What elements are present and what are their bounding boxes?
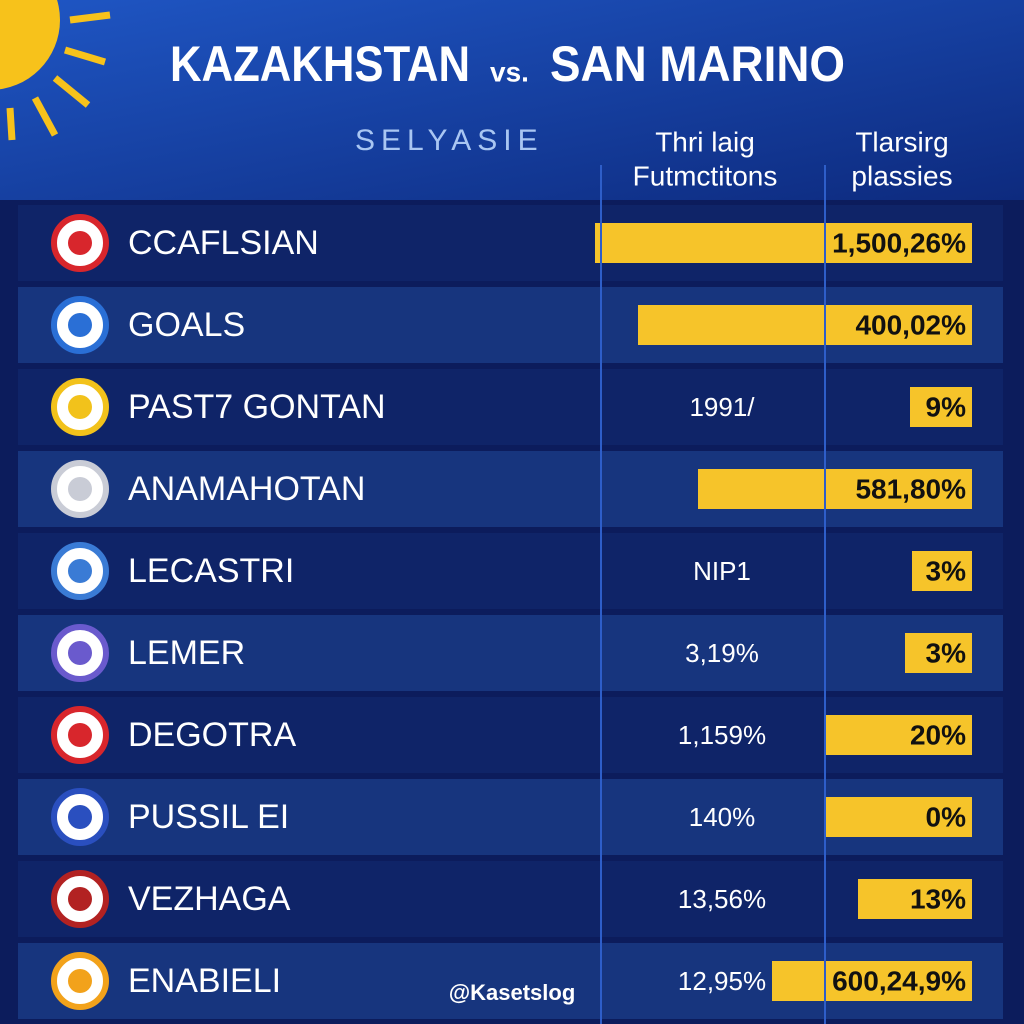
crest-center <box>68 805 92 829</box>
crest-center <box>68 969 92 993</box>
row-name: CCAFLSIAN <box>128 224 319 262</box>
share-label: 9% <box>926 391 967 422</box>
share-label: 1,500,26% <box>832 227 966 258</box>
row-name: LEMER <box>128 634 245 672</box>
row-background <box>18 369 1003 445</box>
crest-center <box>68 231 92 255</box>
row-stat: 3,19% <box>685 638 759 668</box>
crest-center <box>68 723 92 747</box>
share-bar <box>772 961 972 1001</box>
row-name: DEGOTRA <box>128 716 296 754</box>
share-label: 581,80% <box>855 473 966 504</box>
column-header: Futmctitons <box>633 160 778 191</box>
row-name: ENABIELI <box>128 962 281 1000</box>
share-bar <box>912 551 972 591</box>
crest-center <box>68 641 92 665</box>
share-bar <box>910 387 972 427</box>
share-label: 400,02% <box>855 309 966 340</box>
share-label: 13% <box>910 883 966 914</box>
crest-center <box>68 395 92 419</box>
share-bar <box>905 633 972 673</box>
crest-center <box>68 477 92 501</box>
watermark: @Kasetslog <box>449 980 576 1005</box>
row-background <box>18 533 1003 609</box>
subtitle: SELYASIE <box>355 124 544 157</box>
row-name: VEZHAGA <box>128 880 291 918</box>
share-bar <box>858 879 972 919</box>
row-name: PUSSIL EI <box>128 798 289 836</box>
column-header: Thri laig <box>655 126 755 157</box>
share-bar <box>638 305 972 345</box>
row-name: GOALS <box>128 306 245 344</box>
share-label: 3% <box>926 637 967 668</box>
row-stat: 140% <box>689 802 756 832</box>
share-bar <box>826 797 972 837</box>
share-bar <box>595 223 972 263</box>
share-label: 0% <box>926 801 967 832</box>
row-name: LECASTRI <box>128 552 294 590</box>
share-bar <box>698 469 972 509</box>
sun <box>0 0 111 141</box>
row-stat: 12,95% <box>678 966 766 996</box>
header-band <box>0 0 1024 200</box>
versus: vs. <box>490 56 529 87</box>
share-label: 600,24,9% <box>832 965 966 996</box>
row-stat: 1,159% <box>678 720 766 750</box>
column-header: plassies <box>851 160 952 191</box>
team-home: KAZAKHSTAN <box>170 36 470 92</box>
row-background <box>18 861 1003 937</box>
column-header: Tlarsirg <box>855 126 948 157</box>
crest-center <box>68 887 92 911</box>
crest-center <box>68 559 92 583</box>
share-label: 3% <box>926 555 967 586</box>
row-stat: NIP1 <box>693 556 751 586</box>
row-name: ANAMAHOTAN <box>128 470 365 508</box>
share-label: 20% <box>910 719 966 750</box>
row-stat: 13,56% <box>678 884 766 914</box>
row-stat: 1991/ <box>689 392 755 422</box>
team-away: SAN MARINO <box>550 36 845 92</box>
share-bar <box>826 715 972 755</box>
row-name: PAST7 GONTAN <box>128 388 386 426</box>
row-background <box>18 615 1003 691</box>
crest-center <box>68 313 92 337</box>
